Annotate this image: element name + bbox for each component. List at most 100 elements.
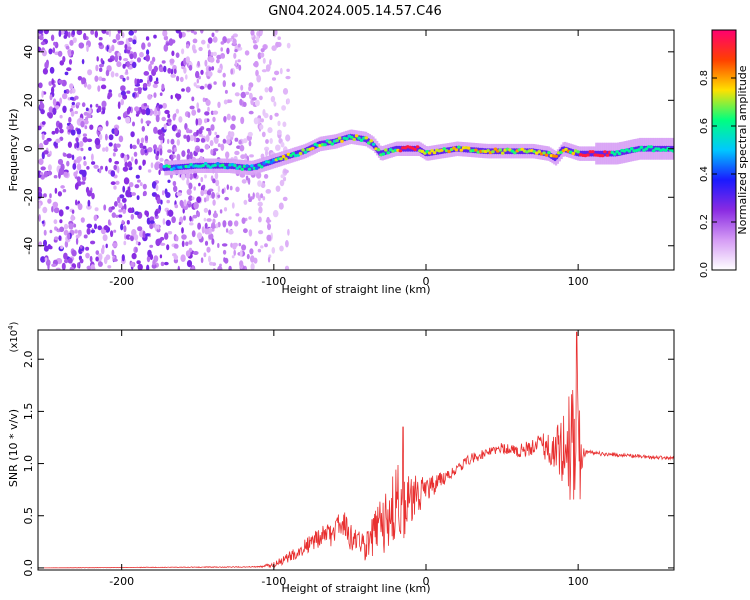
spectrogram-noise-cell (122, 208, 127, 214)
spectrogram-noise-cell (63, 89, 67, 94)
spectrogram-noise-cell (197, 60, 201, 67)
spectrogram-noise-cell (117, 101, 121, 109)
spectrogram-noise-cell (71, 50, 74, 56)
spectrogram-noise-cell (223, 99, 228, 105)
spectrogram-noise-cell (264, 146, 270, 152)
spectrogram-noise-cell (163, 44, 169, 52)
spectrogram-track-core (384, 148, 388, 152)
spectrogram-noise-cell (55, 138, 61, 143)
spectrogram-noise-cell (181, 173, 186, 181)
spectrogram-noise-cell (206, 218, 212, 222)
spectrogram-noise-cell (73, 171, 78, 177)
spectrogram-noise-cell (71, 249, 77, 257)
spectrogram-noise-cell (91, 267, 96, 270)
spectrogram-noise-cell (67, 232, 71, 240)
spectrogram-noise-cell (82, 136, 88, 143)
spectrogram-noise-cell (54, 226, 58, 231)
spectrogram-noise-cell (248, 140, 252, 147)
spectrogram-frame (37, 29, 675, 271)
spectrogram-noise-cell (197, 118, 203, 126)
spectrogram-noise-cell (118, 92, 122, 98)
spectrogram-noise-cell (209, 56, 215, 63)
spectrogram-noise-cell (132, 121, 135, 127)
spectrogram-noise-cell (51, 263, 57, 267)
spectrogram-noise-cell (212, 110, 219, 115)
spectrogram-noise-cell (66, 67, 72, 72)
spectrogram-noise-cell (199, 148, 204, 153)
spectrogram-noise-cell (192, 38, 198, 44)
spectrogram-noise-cell (154, 162, 160, 171)
spectrogram-noise-cell (105, 120, 109, 127)
spectrogram-noise-cell (187, 200, 191, 204)
spectrogram-noise-cell (60, 185, 65, 189)
spectrogram-noise-cell (64, 240, 69, 248)
spectrogram-noise-cell (204, 59, 208, 67)
spectrogram-noise-cell (105, 133, 108, 141)
spectrogram-noise-cell (201, 226, 205, 234)
spectrogram-noise-cell (174, 93, 179, 99)
spectrogram-x-tick-label: -100 (261, 275, 286, 288)
spectrogram-noise-cell (204, 222, 208, 229)
spectrogram-noise-cell (177, 265, 180, 270)
spectrogram-noise-cells (38, 30, 291, 270)
spectrogram-noise-cell (200, 69, 204, 75)
spectrogram-noise-cell (269, 114, 273, 121)
spectrogram-noise-cell (105, 69, 110, 77)
spectrogram-track-core (376, 148, 381, 152)
spectrogram-track-core (457, 145, 461, 149)
spectrogram-track-core (671, 149, 674, 153)
spectrogram-track-core (493, 147, 498, 151)
spectrogram-noise-cell (86, 44, 89, 53)
spectrogram-noise-cell (208, 66, 212, 72)
spectrogram-noise-cell (164, 232, 169, 240)
spectrogram-noise-cell (61, 262, 66, 270)
spectrogram-noise-cell (163, 65, 167, 73)
spectrogram-noise-cell (98, 42, 103, 46)
spectrogram-noise-cell (235, 213, 240, 217)
spectrogram-noise-cell (217, 194, 221, 198)
spectrogram-track-core (250, 164, 254, 168)
spectrogram-noise-cell (131, 252, 137, 260)
spectrogram-noise-cell (165, 42, 170, 46)
snr-y-tick-label: 0.0 (22, 559, 35, 577)
snr-x-tick-label: 100 (568, 575, 589, 588)
spectrogram-noise-cell (149, 220, 155, 224)
spectrogram-noise-cell (80, 120, 85, 128)
spectrogram-noise-cell (237, 59, 241, 63)
spectrogram-noise-cell (115, 143, 121, 148)
spectrogram-noise-cell (167, 209, 174, 217)
spectrogram-noise-cell (53, 41, 57, 46)
spectrogram-noise-cell (171, 216, 176, 224)
spectrogram-noise-cell (66, 153, 72, 159)
spectrogram-noise-cell (55, 267, 61, 270)
spectrogram-noise-cell (187, 111, 191, 118)
spectrogram-noise-cell (77, 203, 83, 211)
spectrogram-noise-cell (102, 108, 106, 115)
spectrogram-noise-cell (167, 67, 172, 74)
spectrogram-noise-cell (215, 179, 220, 187)
spectrogram-noise-cell (68, 223, 74, 230)
spectrogram-noise-cell (153, 126, 158, 134)
spectrogram-noise-cell (245, 91, 250, 96)
spectrogram-noise-cell (115, 214, 119, 218)
spectrogram-noise-cell (137, 87, 142, 95)
spectrogram-track-core (586, 153, 590, 157)
spectrogram-noise-cell (191, 109, 197, 116)
spectrogram-noise-cell (262, 196, 266, 201)
spectrogram-noise-cell (115, 180, 120, 185)
spectrogram-noise-cell (166, 199, 170, 204)
spectrogram-noise-cell (42, 68, 49, 75)
spectrogram-noise-cell (176, 192, 182, 197)
spectrogram-noise-cell (98, 63, 104, 68)
spectrogram-noise-cell (118, 214, 123, 218)
spectrogram-noise-cell (75, 234, 80, 239)
spectrogram-noise-cell (124, 161, 128, 168)
spectrogram-track-core (651, 149, 656, 153)
spectrogram-noise-cell (165, 192, 171, 198)
spectrogram-track-core (413, 147, 417, 152)
spectrogram-noise-cell (41, 220, 45, 224)
spectrogram-x-tick-label: 100 (568, 275, 589, 288)
spectrogram-track-core (627, 149, 632, 153)
spectrogram-noise-cell (225, 139, 231, 145)
spectrogram-noise-cell (170, 154, 174, 162)
